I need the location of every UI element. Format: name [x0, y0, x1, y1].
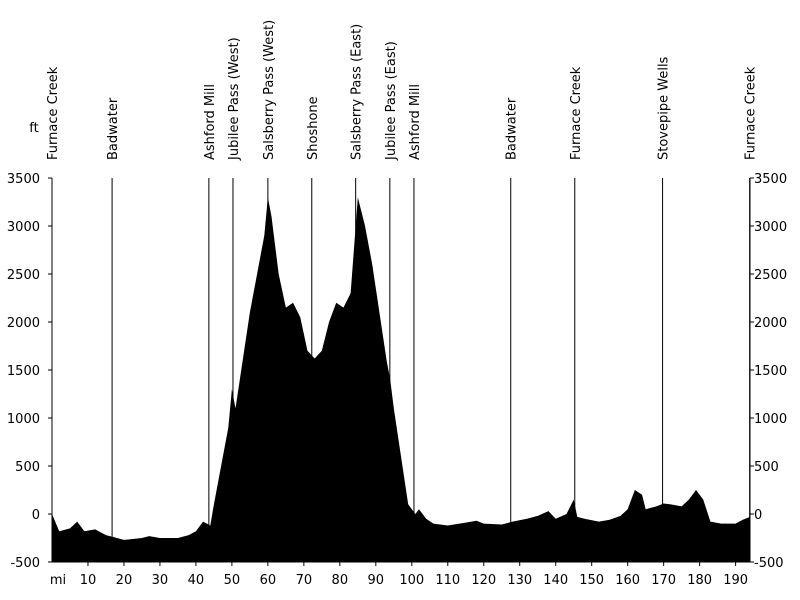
- landmark-label: Jubilee Pass (West): [227, 37, 242, 161]
- y-tick-label: -500: [10, 556, 40, 571]
- landmark-label: Shoshone: [306, 96, 321, 160]
- landmark-label: Ashford Mill: [408, 84, 423, 160]
- x-tick-label: 40: [188, 573, 205, 588]
- x-tick-label: 110: [435, 573, 460, 588]
- landmark-label: Furnace Creek: [569, 66, 584, 160]
- landmark-label: Ashford Mill: [203, 84, 218, 160]
- x-tick-label: 80: [332, 573, 349, 588]
- x-tick-label: 60: [260, 573, 277, 588]
- y-tick-label: 2500: [754, 268, 787, 283]
- y-tick-label: 2000: [7, 316, 40, 331]
- landmark-label: Salsberry Pass (West): [262, 20, 277, 160]
- landmark-label: Badwater: [505, 97, 520, 160]
- x-tick-label: 140: [543, 573, 568, 588]
- y-tick-label: 3000: [754, 220, 787, 235]
- y-tick-label: 1500: [754, 364, 787, 379]
- x-tick-label: 150: [579, 573, 604, 588]
- x-tick-label: 50: [224, 573, 241, 588]
- landmark-label: Stovepipe Wells: [657, 56, 672, 160]
- x-tick-label: 170: [651, 573, 676, 588]
- landmark-label: Furnace Creek: [46, 66, 61, 160]
- landmark-label: Jubilee Pass (East): [384, 41, 399, 161]
- landmark-label: Salsberry Pass (East): [350, 24, 365, 160]
- y-tick-label: -500: [754, 556, 784, 571]
- y-tick-label: 3500: [754, 172, 787, 187]
- x-tick-label: 30: [152, 573, 169, 588]
- y-tick-label: 2500: [7, 268, 40, 283]
- y-tick-label: 3000: [7, 220, 40, 235]
- elevation-area: [52, 197, 750, 562]
- y-axis-label: ft: [29, 121, 38, 136]
- x-tick-label: 130: [507, 573, 532, 588]
- x-axis-label: mi: [50, 573, 66, 588]
- y-tick-label: 1000: [7, 412, 40, 427]
- y-tick-label: 2000: [754, 316, 787, 331]
- y-tick-label: 500: [754, 460, 779, 475]
- landmark-label: Furnace Creek: [744, 66, 759, 160]
- y-tick-label: 1500: [7, 364, 40, 379]
- y-tick-label: 3500: [7, 172, 40, 187]
- y-tick-label: 0: [32, 508, 40, 523]
- x-tick-label: 90: [368, 573, 385, 588]
- y-tick-label: 500: [15, 460, 40, 475]
- landmark-label: Badwater: [106, 97, 121, 160]
- x-tick-label: 180: [687, 573, 712, 588]
- x-tick-label: 100: [399, 573, 424, 588]
- x-tick-label: 160: [615, 573, 640, 588]
- x-tick-label: 70: [296, 573, 313, 588]
- x-tick-label: 20: [116, 573, 133, 588]
- x-tick-label: 10: [80, 573, 97, 588]
- x-tick-label: 120: [471, 573, 496, 588]
- x-tick-label: 190: [723, 573, 748, 588]
- y-tick-label: 0: [754, 508, 762, 523]
- y-tick-label: 1000: [754, 412, 787, 427]
